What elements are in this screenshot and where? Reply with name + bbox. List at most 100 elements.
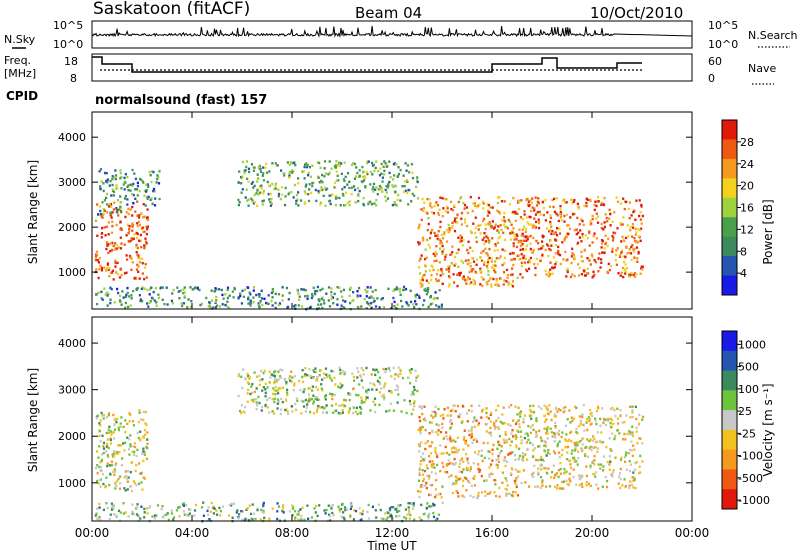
- velocity-cell: [582, 437, 585, 440]
- power-cell: [100, 236, 103, 239]
- velocity-cell: [309, 374, 312, 378]
- power-cell: [319, 189, 322, 192]
- power-cell: [444, 210, 447, 213]
- velocity-cell: [374, 509, 377, 512]
- power-cell: [375, 198, 378, 202]
- velocity-colorbar-segment: [722, 469, 737, 490]
- power-cell: [238, 201, 241, 204]
- power-cell: [428, 269, 432, 272]
- velocity-cell: [491, 472, 494, 476]
- power-cell: [549, 248, 552, 252]
- power-cell: [586, 257, 589, 260]
- power-cell: [123, 188, 126, 191]
- power-cell: [352, 162, 355, 165]
- velocity-cell: [495, 408, 498, 412]
- velocity-cell: [99, 478, 103, 481]
- velocity-cell: [283, 377, 286, 381]
- power-cell: [380, 162, 383, 166]
- velocity-cell: [268, 519, 271, 522]
- velocity-cell: [420, 455, 423, 459]
- velocity-cell: [544, 467, 547, 470]
- power-cell: [399, 168, 402, 172]
- velocity-cell: [113, 423, 116, 426]
- power-cell: [492, 277, 495, 281]
- power-cell: [551, 272, 554, 275]
- power-cell: [438, 289, 441, 292]
- velocity-cell: [634, 486, 637, 490]
- power-cell: [561, 241, 564, 244]
- power-cell: [426, 238, 429, 242]
- power-cell: [245, 165, 248, 169]
- velocity-cell: [456, 450, 459, 454]
- power-cell: [116, 272, 120, 276]
- power-cell: [307, 174, 310, 177]
- power-cell: [564, 250, 567, 254]
- power-cell: [513, 257, 516, 261]
- velocity-cell: [575, 430, 578, 434]
- velocity-cell: [519, 415, 522, 418]
- power-cell: [147, 195, 150, 199]
- velocity-cell: [480, 410, 484, 413]
- power-cell: [469, 265, 472, 268]
- power-cell: [464, 259, 467, 262]
- velocity-cell: [301, 375, 304, 379]
- power-cell: [615, 248, 618, 252]
- velocity-cell: [275, 380, 278, 383]
- velocity-cell: [273, 397, 276, 400]
- velocity-cell: [412, 502, 415, 505]
- velocity-cell: [421, 485, 424, 488]
- power-cell: [404, 162, 407, 165]
- power-cell: [304, 295, 307, 298]
- power-cell: [120, 175, 123, 179]
- velocity-cell: [423, 405, 426, 408]
- velocity-cell: [489, 420, 492, 423]
- power-cell: [419, 279, 422, 282]
- velocity-cell: [123, 476, 126, 479]
- power-cell: [505, 225, 508, 229]
- velocity-cell: [310, 376, 313, 379]
- velocity-cell: [613, 437, 616, 440]
- power-cell: [260, 184, 263, 187]
- power-cell: [470, 270, 473, 273]
- power-cell: [600, 201, 603, 205]
- velocity-cell: [439, 492, 442, 496]
- velocity-cell: [497, 440, 500, 444]
- velocity-cell: [268, 370, 271, 374]
- velocity-cell: [548, 404, 551, 407]
- velocity-cell: [503, 422, 507, 425]
- power-cell: [330, 287, 333, 290]
- velocity-cell: [430, 483, 433, 487]
- velocity-cell: [355, 393, 358, 397]
- velocity-cell: [465, 477, 468, 480]
- power-cell: [127, 295, 130, 298]
- velocity-cell: [337, 411, 340, 415]
- velocity-cell: [276, 398, 279, 401]
- power-cell: [431, 228, 434, 232]
- power-cell: [330, 297, 333, 300]
- velocity-cell: [383, 398, 386, 401]
- velocity-cell: [556, 410, 559, 413]
- power-cell: [617, 272, 620, 275]
- power-cell: [261, 174, 264, 177]
- velocity-cell: [125, 474, 128, 478]
- velocity-cell: [110, 431, 113, 434]
- velocity-cell: [132, 424, 135, 427]
- velocity-cell: [294, 516, 297, 519]
- power-cell: [380, 172, 383, 175]
- velocity-cell: [276, 502, 279, 505]
- velocity-cell: [412, 393, 415, 396]
- power-cell: [120, 242, 123, 245]
- power-cell: [107, 233, 110, 236]
- velocity-cell: [619, 414, 622, 417]
- velocity-cell: [314, 511, 317, 514]
- power-cell: [436, 297, 439, 300]
- velocity-cell: [269, 376, 272, 379]
- velocity-cell: [494, 483, 497, 486]
- freq-trace: [92, 56, 642, 73]
- velocity-cell: [509, 444, 512, 447]
- power-cell: [297, 177, 300, 180]
- power-cell: [102, 213, 105, 216]
- velocity-cell: [308, 387, 311, 390]
- velocity-cell: [439, 414, 442, 417]
- velocity-scatter: [94, 366, 645, 523]
